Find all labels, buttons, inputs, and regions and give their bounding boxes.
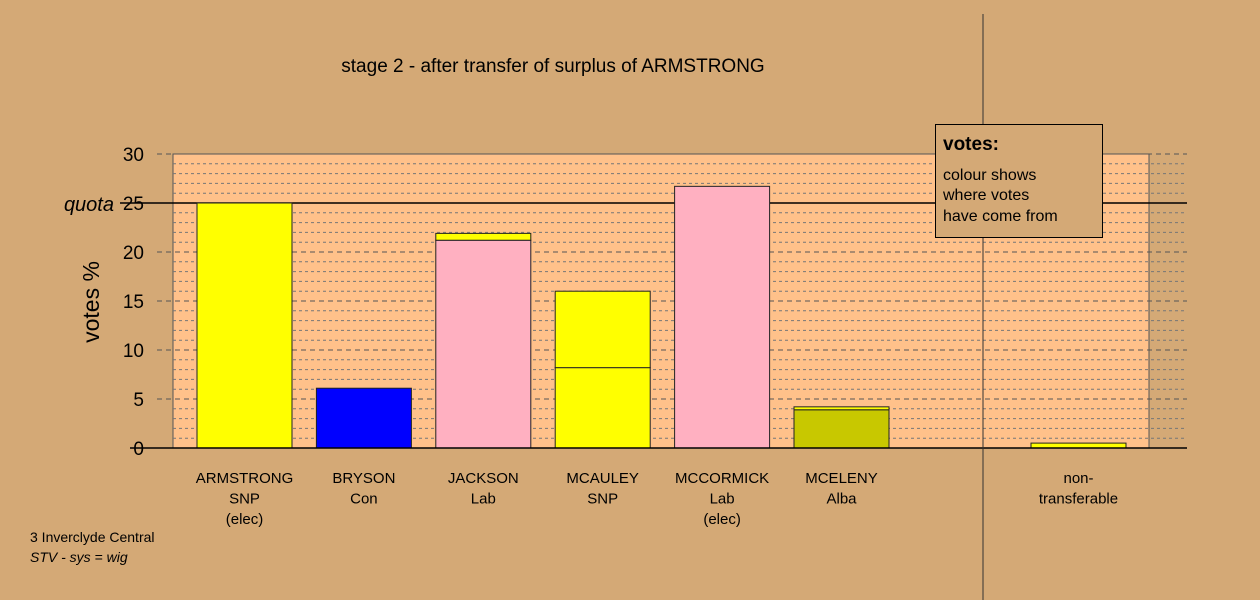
category-label: (elec) <box>226 511 264 528</box>
category-label: ARMSTRONG <box>196 470 294 487</box>
nontransferable-label: transferable <box>1039 491 1118 508</box>
y-tick-label: 20 <box>123 243 144 264</box>
legend-line-3: have come from <box>943 208 1058 225</box>
category-label: Lab <box>710 491 735 508</box>
y-tick-label: 0 <box>133 439 144 460</box>
category-label: (elec) <box>703 511 741 528</box>
bar-segment <box>435 232 532 241</box>
category-label: MCELENY <box>805 470 878 487</box>
y-tick-label: 5 <box>133 390 144 411</box>
y-axis-label: votes % <box>78 261 104 343</box>
category-label: JACKSON <box>448 470 519 487</box>
bar-segment <box>793 406 890 411</box>
category-label: MCAULEY <box>566 470 639 487</box>
bar-segment <box>793 409 890 449</box>
category-label: MCCORMICK <box>675 470 769 487</box>
quota-label: quota <box>64 194 114 216</box>
y-axis: 0 5 10 15 20 25 30 <box>123 14 1187 600</box>
category-labels: ARMSTRONG SNP (elec) BRYSON Con JACKSON Lab MCA… <box>196 470 1118 528</box>
legend-line-1: colour shows <box>943 167 1036 184</box>
category-label: Lab <box>471 491 496 508</box>
y-tick-label: 30 <box>123 145 144 166</box>
bar-segment <box>674 185 771 449</box>
bar-segment <box>554 367 651 449</box>
chart-title: stage 2 - after transfer of surplus of A… <box>341 56 764 77</box>
legend-box <box>935 124 1103 238</box>
bar-segment <box>196 202 293 449</box>
category-label: Con <box>350 491 378 508</box>
category-label: SNP <box>229 491 260 508</box>
category-label: SNP <box>587 491 618 508</box>
nontransferable-label: non- <box>1063 470 1093 487</box>
footer-system: STV - sys = wig <box>30 549 128 565</box>
category-label: Alba <box>826 491 857 508</box>
bar-segment <box>435 239 532 449</box>
category-label: BRYSON <box>332 470 395 487</box>
footer-constituency: 3 Inverclyde Central <box>30 529 155 545</box>
bars <box>196 185 1127 449</box>
bar-segment <box>554 290 651 369</box>
bar-segment <box>315 387 412 449</box>
y-tick-label: 10 <box>123 341 144 362</box>
y-tick-label: 25 <box>123 194 144 215</box>
legend-title: votes: <box>943 134 999 155</box>
legend: votes: colour shows where votes have com… <box>935 124 1103 238</box>
y-tick-label: 15 <box>123 292 144 313</box>
legend-line-2: where votes <box>942 187 1029 204</box>
